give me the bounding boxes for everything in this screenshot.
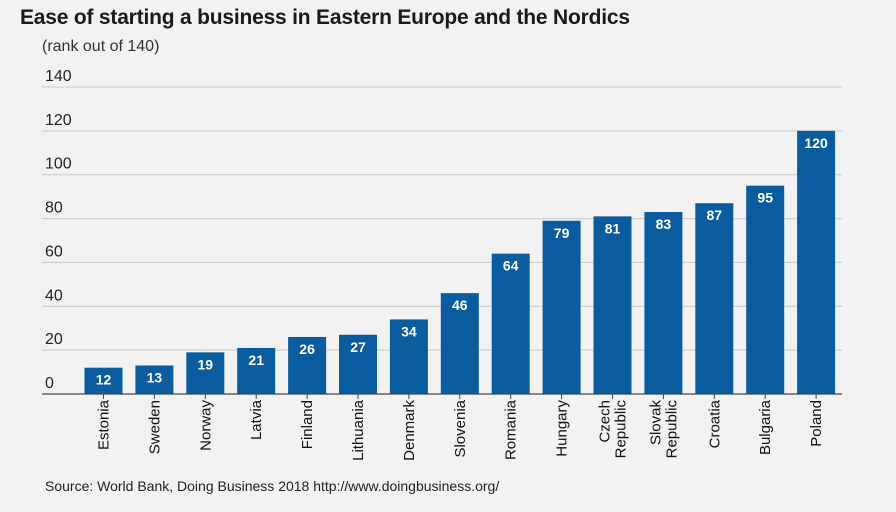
y-tick-label: 140 — [45, 68, 72, 85]
x-tick-label-line: Republic — [613, 400, 630, 459]
bar-value-label: 13 — [147, 369, 163, 385]
x-tick-label-line: Croatia — [706, 399, 723, 448]
x-tick-label-line: Lithuania — [350, 399, 367, 461]
bar — [695, 203, 734, 394]
bar-value-label: 34 — [401, 323, 417, 339]
y-tick-label: 80 — [45, 200, 63, 217]
x-tick-label-line: Romania — [503, 399, 520, 460]
bar — [389, 319, 428, 394]
x-tick-label: Romania — [503, 399, 520, 460]
bar — [186, 352, 225, 394]
bar-value-label: 26 — [299, 341, 315, 357]
x-tick-label: Latvia — [248, 399, 265, 440]
y-axis: 0 20 40 60 80 100 120 140 — [45, 68, 72, 392]
bar — [542, 220, 581, 394]
x-tick-label: Slovenia — [452, 399, 469, 457]
bar-value-label: 87 — [707, 207, 723, 223]
bar — [746, 185, 785, 394]
bar-value-label: 19 — [198, 356, 214, 372]
chart-title: Ease of starting a business in Eastern E… — [20, 6, 630, 29]
y-tick-label: 20 — [45, 331, 63, 348]
bar — [644, 211, 683, 394]
x-tick-label: Poland — [808, 400, 825, 447]
source-note: Source: World Bank, Doing Business 2018 … — [45, 478, 500, 494]
x-tick-label-line: Latvia — [248, 399, 265, 440]
x-tick-label-line: Denmark — [401, 400, 418, 461]
bar — [135, 365, 174, 394]
x-tick-label-line: Hungary — [554, 400, 571, 457]
x-tick-label-line: Poland — [808, 400, 825, 447]
x-tick-label: CzechRepublic — [597, 400, 630, 459]
x-tick-label-line: Norway — [197, 400, 214, 451]
x-tick-label: Lithuania — [350, 399, 367, 461]
x-tick-label-line: Republic — [663, 400, 680, 459]
bar — [84, 367, 123, 394]
y-tick-label: 60 — [45, 243, 63, 260]
x-tick-label-line: Finland — [299, 400, 316, 449]
x-tick-label: Sweden — [146, 400, 163, 454]
x-tick-label: Croatia — [706, 399, 723, 448]
chart-subtitle: (rank out of 140) — [42, 38, 160, 55]
bar-value-label: 120 — [804, 135, 828, 151]
x-tick-label-line: Slovenia — [452, 399, 469, 457]
bar-value-label: 81 — [605, 220, 621, 236]
bar-value-label: 12 — [96, 372, 112, 388]
y-tick-label: 40 — [45, 287, 63, 304]
bar — [237, 347, 276, 394]
bar-value-label: 83 — [656, 216, 672, 232]
bar-value-label: 21 — [248, 352, 264, 368]
x-tick-label: Norway — [197, 400, 214, 451]
bar-value-label: 95 — [757, 190, 773, 206]
x-tick-label: Denmark — [401, 400, 418, 461]
bar — [797, 130, 836, 394]
bar — [491, 253, 530, 394]
y-tick-label: 120 — [45, 112, 72, 129]
x-tick-label-line: Estonia — [96, 399, 113, 450]
x-tick-label-line: Bulgaria — [757, 399, 774, 455]
x-tick-label-line: Czech — [597, 400, 614, 443]
bar — [593, 216, 632, 394]
x-tick-label-line: Sweden — [146, 400, 163, 454]
x-tick-label: Estonia — [96, 399, 113, 450]
x-tick-label-line: Slovak — [647, 400, 664, 446]
bar-value-label: 27 — [350, 339, 366, 355]
x-tick-label: SlovakRepublic — [647, 400, 680, 459]
x-tick-label: Finland — [299, 400, 316, 449]
bar — [339, 334, 377, 394]
x-tick-label: Bulgaria — [757, 399, 774, 455]
bar — [288, 336, 327, 394]
y-tick-label: 0 — [45, 375, 54, 392]
bars: 12 13 19 21 26 27 34 46 64 79 81 83 87 95 120 — [84, 130, 836, 394]
x-axis: Estonia Sweden Norway Latvia Finland Lithuani… — [42, 393, 842, 461]
bar-value-label: 46 — [452, 297, 468, 313]
y-tick-label: 100 — [45, 156, 72, 173]
bar-value-label: 79 — [554, 225, 570, 241]
x-tick-label: Hungary — [554, 400, 571, 457]
bar-value-label: 64 — [503, 258, 519, 274]
bar — [440, 293, 479, 394]
